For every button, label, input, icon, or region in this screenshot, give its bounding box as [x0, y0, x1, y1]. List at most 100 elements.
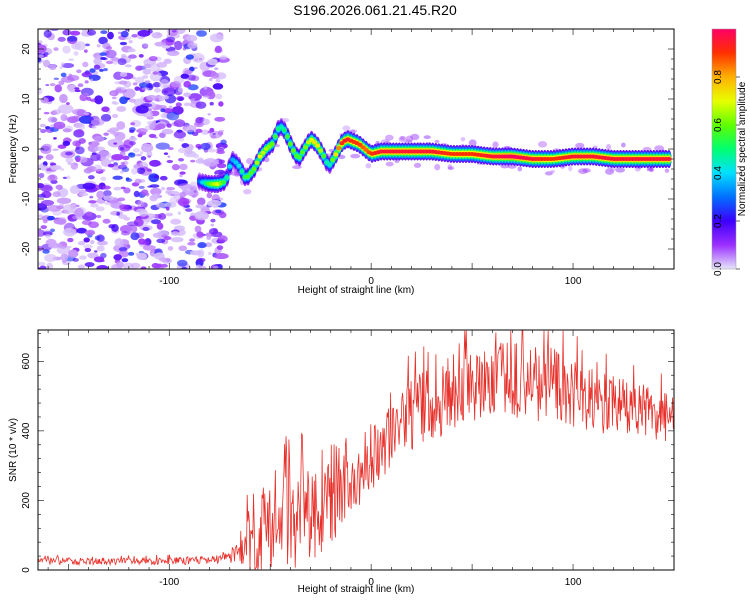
noise-speckle — [134, 86, 141, 91]
ridge-segment — [248, 170, 254, 175]
noise-speckle — [183, 102, 192, 107]
noise-speckle — [52, 191, 61, 198]
noise-speckle — [76, 227, 87, 234]
noise-speckle — [434, 139, 440, 144]
noise-speckle — [90, 153, 101, 162]
noise-speckle — [163, 152, 169, 155]
noise-speckle — [93, 164, 102, 172]
noise-speckle — [405, 135, 414, 143]
noise-speckle — [141, 87, 150, 91]
snr-panel: -100 0 100 0 200 400 600 Height of straight l… — [8, 329, 675, 595]
noise-speckle — [194, 225, 202, 233]
noise-speckle — [40, 199, 55, 206]
ridge-segment — [299, 150, 306, 155]
noise-speckle — [193, 66, 198, 70]
noise-speckle — [58, 104, 74, 114]
noise-speckle — [154, 188, 161, 193]
noise-speckle — [121, 258, 129, 263]
noise-speckle — [49, 29, 59, 32]
noise-speckle — [179, 191, 187, 198]
spectrogram-x-ticks: -100 0 100 — [47, 29, 675, 287]
noise-speckle — [96, 234, 105, 242]
noise-speckle — [58, 80, 65, 86]
noise-speckle — [132, 82, 138, 86]
noise-speckle — [195, 117, 204, 124]
noise-speckle — [43, 111, 50, 115]
noise-speckle — [78, 192, 89, 197]
noise-speckle — [140, 96, 145, 100]
noise-speckle — [167, 155, 171, 158]
noise-speckle — [365, 163, 372, 169]
noise-speckle — [181, 184, 196, 193]
noise-speckle — [89, 99, 96, 102]
noise-speckle — [413, 162, 422, 168]
noise-speckle — [136, 252, 148, 261]
noise-speckle — [101, 185, 111, 190]
ridge-segment — [269, 142, 275, 146]
noise-speckle — [161, 45, 171, 49]
noise-speckle — [89, 195, 94, 199]
noise-speckle — [84, 43, 91, 47]
noise-speckle — [197, 257, 206, 263]
noise-speckle — [209, 101, 214, 106]
noise-speckle — [47, 116, 58, 123]
noise-speckle — [197, 157, 204, 163]
noise-speckle — [142, 240, 150, 246]
noise-speckle — [170, 236, 184, 243]
noise-speckle — [146, 151, 153, 158]
noise-speckle — [62, 29, 72, 36]
chart-title: S196.2026.061.21.45.R20 — [293, 2, 457, 18]
noise-speckle — [90, 118, 105, 126]
noise-speckle — [119, 96, 128, 105]
noise-speckle — [44, 125, 51, 130]
noise-speckle — [350, 153, 361, 159]
noise-speckle — [517, 166, 523, 172]
noise-speckle — [106, 46, 112, 50]
colorbar-tick-label: 0.8 — [713, 70, 724, 84]
noise-speckle — [119, 41, 128, 46]
noise-speckle — [137, 29, 151, 37]
noise-speckle — [88, 221, 100, 229]
noise-speckle — [38, 183, 45, 189]
noise-speckle — [142, 68, 152, 75]
noise-speckle — [149, 159, 161, 167]
snr-x-axis-label: Height of straight line (km) — [298, 584, 415, 595]
spectrogram-ridge — [196, 118, 672, 193]
noise-speckle — [167, 147, 174, 151]
noise-speckle — [90, 239, 95, 245]
noise-speckle — [142, 244, 156, 251]
noise-speckle — [120, 170, 124, 174]
noise-speckle — [66, 102, 70, 106]
noise-speckle — [83, 49, 88, 53]
ridge-segment — [363, 147, 369, 152]
noise-speckle — [45, 234, 51, 239]
ridge-segment — [315, 143, 321, 148]
noise-speckle — [135, 105, 149, 114]
noise-speckle — [60, 62, 65, 66]
noise-speckle — [149, 184, 160, 188]
noise-speckle — [664, 168, 670, 173]
ridge-segment — [227, 164, 233, 169]
noise-speckle — [177, 211, 181, 215]
noise-speckle — [202, 95, 210, 99]
noise-speckle — [101, 168, 106, 172]
noise-speckle — [434, 163, 441, 171]
noise-speckle — [197, 146, 202, 150]
noise-speckle — [163, 236, 172, 241]
noise-speckle — [142, 226, 150, 231]
noise-speckle — [460, 136, 466, 142]
noise-speckle — [96, 190, 105, 199]
noise-speckle — [158, 257, 168, 262]
noise-speckle — [46, 168, 52, 172]
noise-speckle — [155, 202, 167, 209]
noise-speckle — [208, 78, 213, 82]
noise-speckle — [79, 255, 87, 260]
noise-speckle — [68, 58, 75, 61]
noise-speckle — [170, 81, 182, 88]
noise-speckle — [96, 264, 109, 269]
ridge-segment — [339, 141, 345, 146]
noise-speckle — [179, 163, 188, 171]
noise-speckle — [156, 123, 166, 130]
noise-speckle — [130, 232, 140, 241]
